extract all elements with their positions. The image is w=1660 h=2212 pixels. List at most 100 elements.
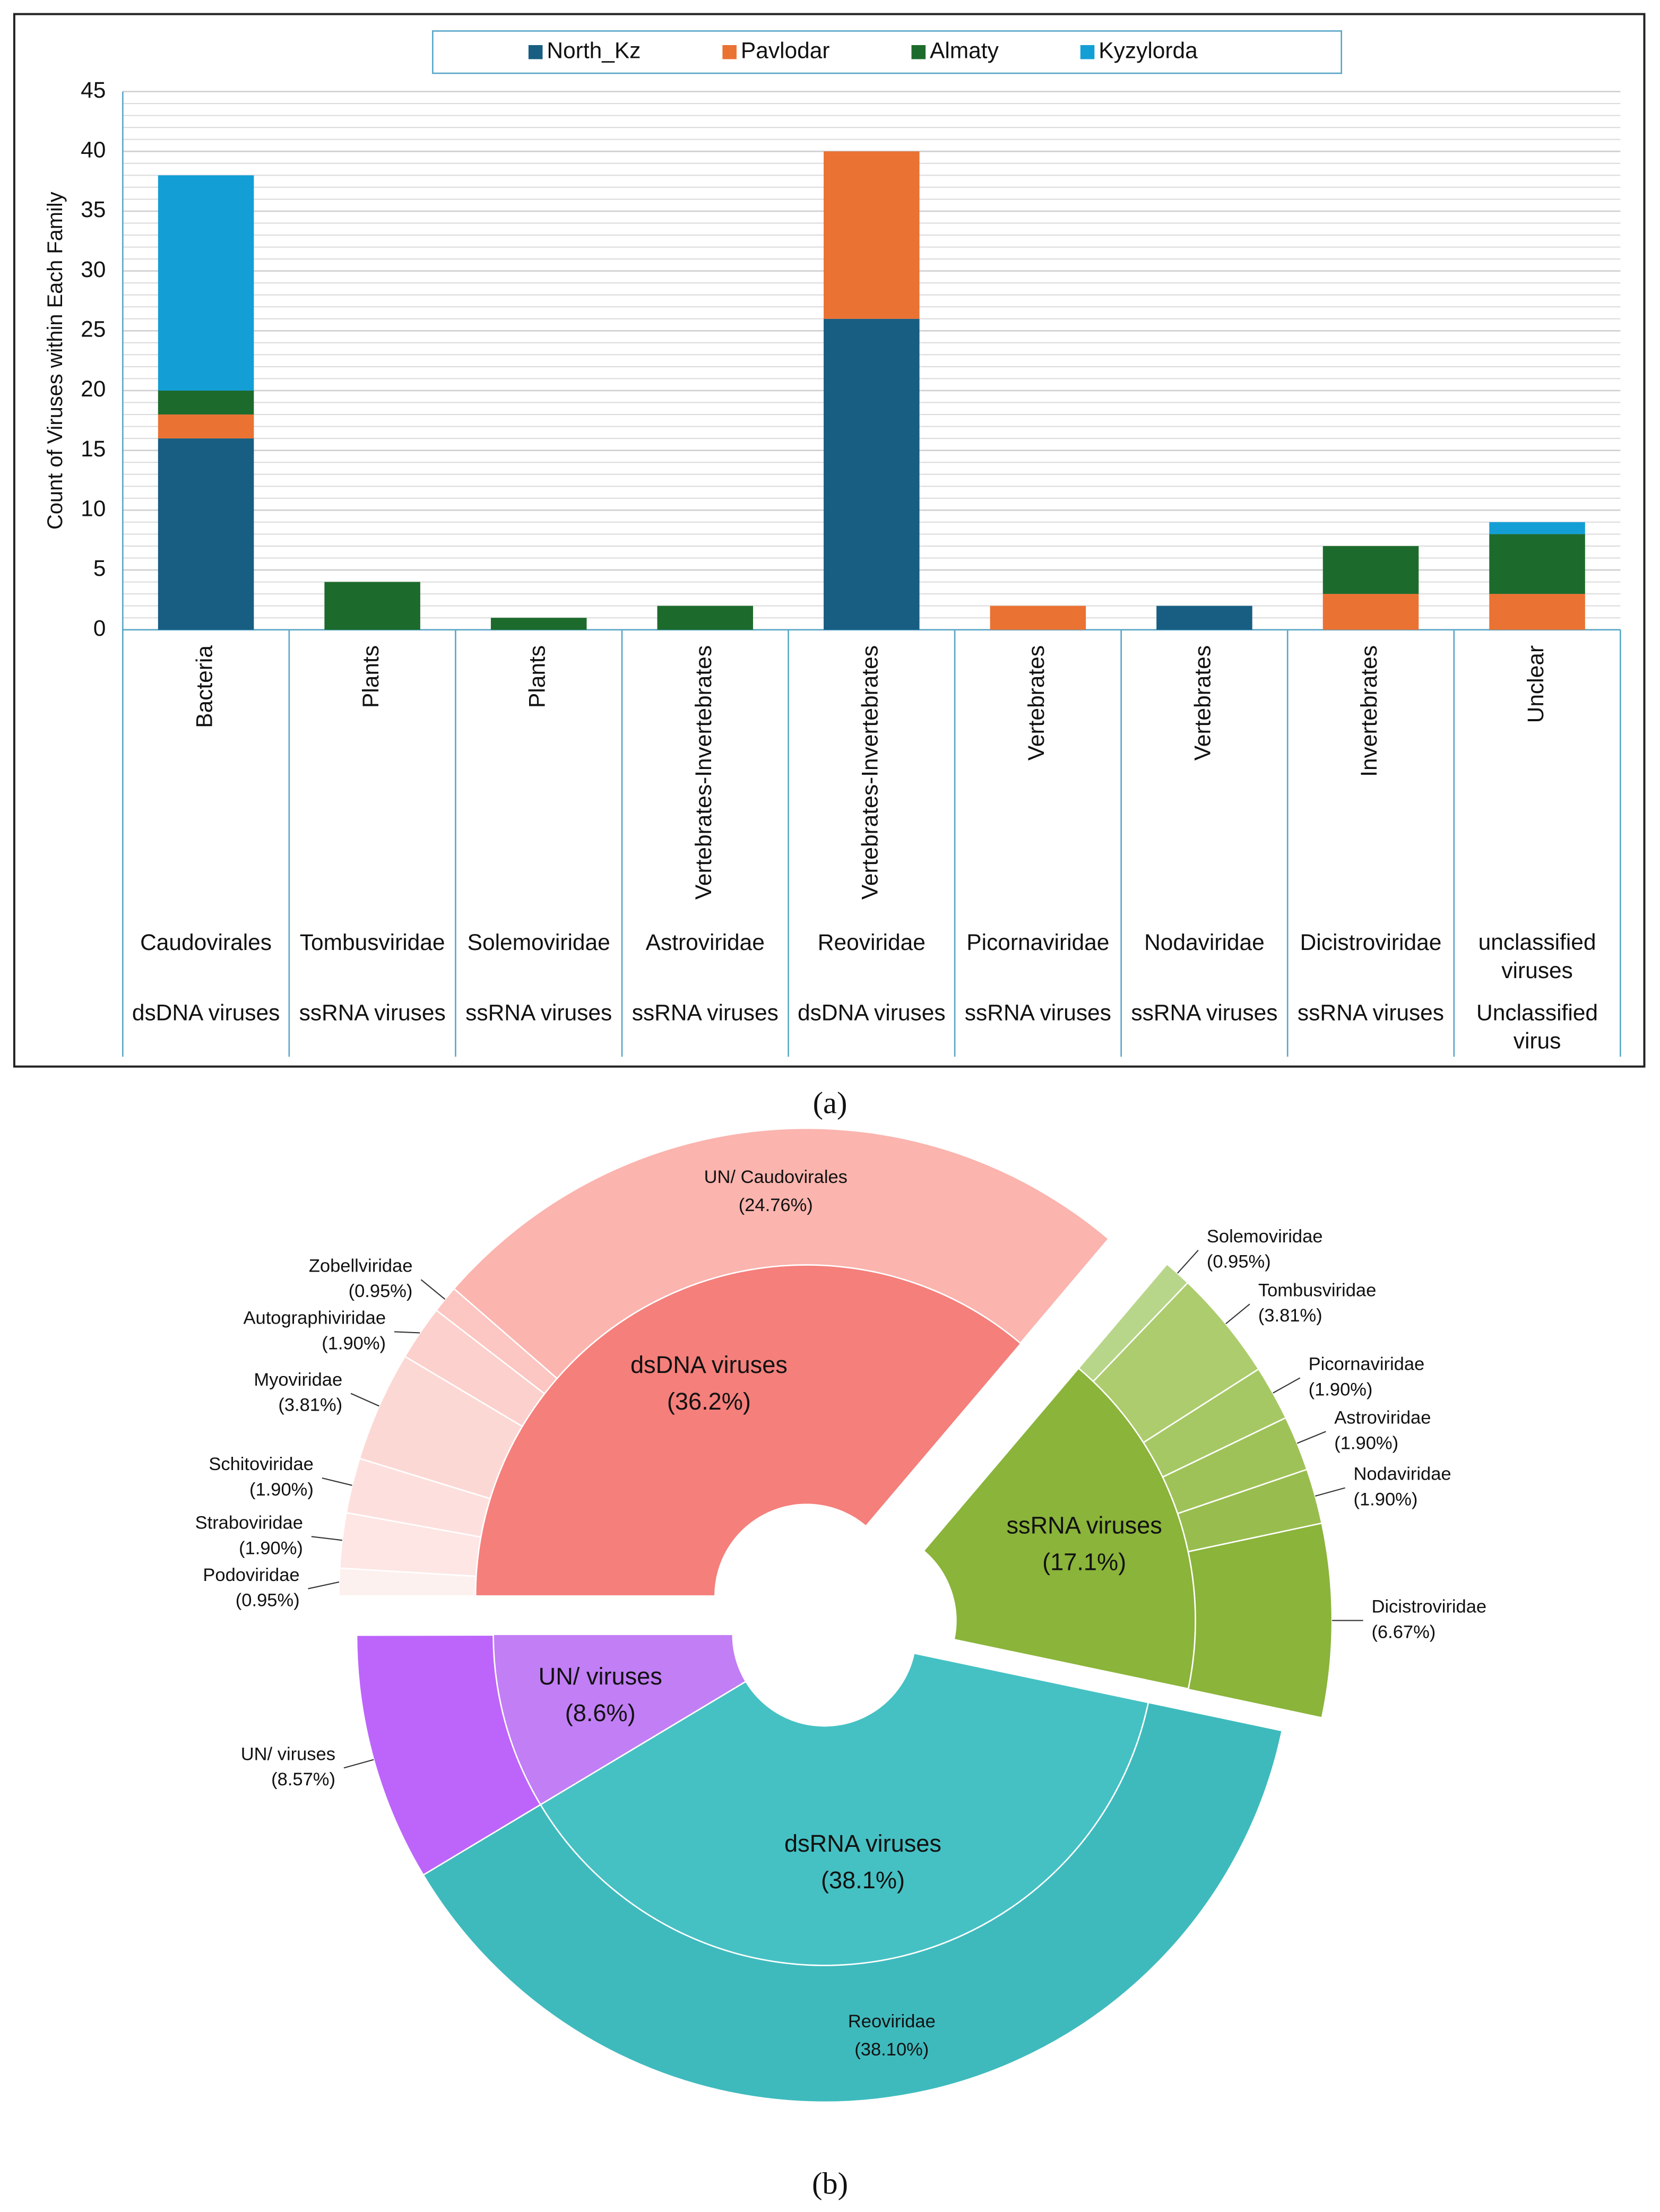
bar-segment [158,414,254,439]
outer-label: Astroviridae [1334,1408,1431,1428]
bar-segment [1322,546,1419,594]
outer-value-label: (1.90%) [239,1538,303,1558]
genome-label: dsDNA viruses [132,1000,280,1025]
outer-value-label: (1.90%) [1334,1433,1398,1453]
caption: (b) [812,2166,848,2201]
bar-segment [158,438,254,630]
inner-label: dsDNA viruses [630,1351,788,1378]
outer-value-label: (1.90%) [1354,1489,1418,1509]
outer-label: Zobellviridae [309,1256,413,1276]
genome-label: ssRNA viruses [299,1000,446,1025]
legend-swatch [528,45,543,59]
leader-line [1177,1249,1199,1274]
bar-segment [1156,606,1252,630]
inner-label: UN/ viruses [539,1663,662,1690]
y-tick-label: 10 [81,496,106,521]
outer-value-label: (3.81%) [1258,1306,1322,1326]
outer-value-label: (1.90%) [249,1480,314,1500]
genome-label: ssRNA viruses [1131,1000,1277,1025]
bar-segment [1489,522,1585,534]
y-tick-label: 20 [81,376,106,401]
caption: (a) [813,1085,848,1120]
center-hole [732,1542,916,1726]
outer-label: Straboviridae [195,1513,303,1533]
legend-swatch [722,45,737,59]
host-label: Plants [358,645,383,708]
legend-label: Kyzylorda [1099,38,1198,63]
bar-segment [657,606,754,630]
leader-line [308,1581,340,1589]
x-tick-label: Reoviridae [818,930,926,955]
outer-value-label: (1.90%) [1309,1379,1373,1399]
outer-segment [453,1127,1110,1380]
y-tick-label: 40 [81,137,106,162]
panel-border [13,13,1646,1068]
bar-segment [490,618,587,630]
inner-value-label: (38.1%) [821,1867,905,1894]
inner-value-label: (17.1%) [1042,1548,1126,1575]
outer-label: Schitoviridae [209,1454,314,1474]
y-tick-label: 45 [81,77,106,102]
outer-value-label: (0.95%) [236,1591,300,1611]
outer-label: Autographiviridae [244,1308,386,1328]
y-tick-label: 5 [93,556,106,581]
leader-line [1315,1487,1345,1497]
leader-line [1296,1431,1326,1444]
bar-segment [1489,594,1585,630]
x-tick-label: Tombusviridae [300,930,445,955]
legend-label: Pavlodar [741,38,830,63]
outer-label: Myoviridae [254,1370,342,1390]
outer-value-label: (1.90%) [322,1333,386,1353]
outer-value-label: (6.67%) [1371,1622,1436,1642]
legend-swatch [911,45,926,59]
y-tick-label: 25 [81,317,106,342]
genome-label: ssRNA viruses [632,1000,779,1025]
leader-line [1273,1377,1301,1394]
genome-label: Unclassified virus [1476,1000,1598,1053]
host-label: Invertebrates [1356,645,1381,777]
x-tick-label: unclassified viruses [1479,930,1596,983]
outer-value-label: (3.81%) [278,1395,342,1415]
host-label: Vertebrates [1190,645,1215,761]
outer-label: Reoviridae [848,2011,936,2032]
genome-label: dsDNA viruses [798,1000,946,1025]
outer-value-label: (38.10%) [854,2040,929,2060]
host-label: Vertebrates [1024,645,1049,761]
leader-line [311,1536,342,1541]
x-tick-label: Astroviridae [646,930,765,955]
x-tick-label: Picornaviridae [966,930,1109,955]
host-label: Bacteria [192,645,217,728]
x-tick-label: Dicistroviridae [1300,930,1442,955]
y-tick-label: 30 [81,257,106,282]
leader-line [350,1393,379,1407]
bar-segment [1489,534,1585,594]
bar-segment [824,151,920,319]
bar-segment [158,175,254,391]
y-tick-label: 35 [81,197,106,222]
outer-label: Solemoviridae [1207,1226,1323,1247]
bar-segment [324,582,420,630]
host-label: Vertebrates-Invertebrates [858,645,883,900]
outer-label: UN/ Caudovirales [704,1167,848,1187]
x-tick-label: Solemoviridae [468,930,610,955]
x-tick-label: Caudovirales [140,930,272,955]
inner-value-label: (8.6%) [565,1699,636,1726]
host-label: Unclear [1523,645,1548,723]
legend-label: North_Kz [547,38,641,63]
outer-value-label: (0.95%) [349,1281,413,1301]
leader-line [343,1759,374,1769]
outer-label: Dicistroviridae [1371,1597,1486,1617]
leader-line [322,1477,352,1486]
leader-line [394,1331,420,1334]
genome-label: ssRNA viruses [965,1000,1111,1025]
inner-value-label: (36.2%) [667,1388,751,1415]
legend-label: Almaty [930,38,999,63]
host-label: Vertebrates-Invertebrates [691,645,716,900]
outer-segment [1187,1522,1333,1719]
bar-segment [824,318,920,630]
y-axis-label: Count of Viruses within Each Family [44,192,67,530]
y-tick-label: 0 [93,616,106,641]
genome-label: ssRNA viruses [465,1000,612,1025]
outer-label: Nodaviridae [1354,1464,1451,1484]
